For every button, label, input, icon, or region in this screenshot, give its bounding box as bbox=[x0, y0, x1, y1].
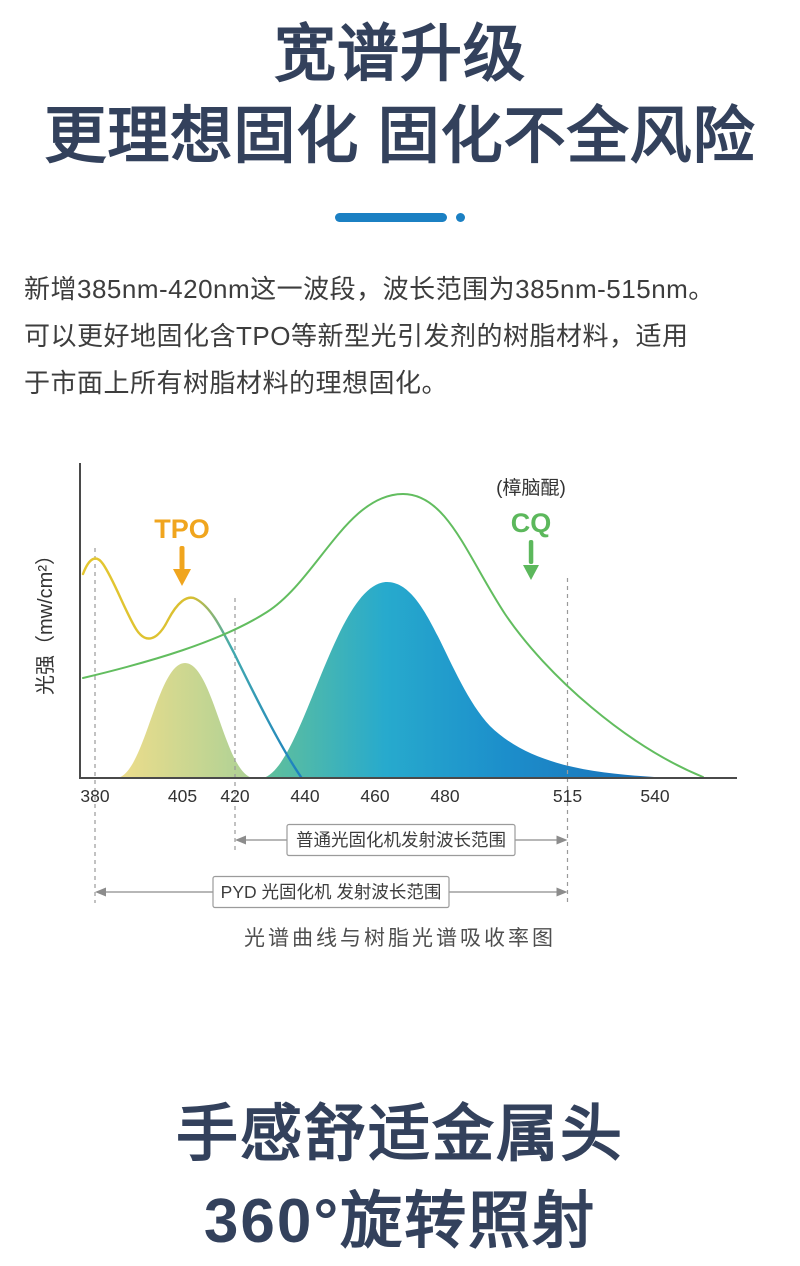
x-tick-440: 440 bbox=[290, 786, 319, 806]
description-line: 于市面上所有树脂材料的理想固化。 bbox=[24, 367, 449, 398]
cq-down-arrow-icon bbox=[523, 540, 539, 581]
cq-note: (樟脑醌) bbox=[496, 477, 566, 499]
range-pyd-box bbox=[212, 876, 450, 909]
divider-dot bbox=[456, 212, 465, 222]
x-tick-labels: 380 405 420 440 460 480 515 540 bbox=[80, 786, 669, 806]
tpo-label: TPO bbox=[154, 514, 210, 544]
spectrum-chart: 光强（mw/cm²） 380 405 420 440 460 480 515 5… bbox=[0, 448, 800, 952]
footer-title-line1: 手感舒适金属头 bbox=[175, 1100, 624, 1170]
range-normal-box bbox=[286, 824, 516, 857]
product-detail-page: { "header": { "title_line1": "宽谱升级", "ti… bbox=[0, 14, 800, 1263]
x-tick-420: 420 bbox=[220, 786, 249, 806]
pyd-small-peak-fill bbox=[117, 663, 253, 779]
x-tick-540: 540 bbox=[640, 786, 669, 806]
spectrum-chart-svg: 光强（mw/cm²） 380 405 420 440 460 480 515 5… bbox=[35, 463, 737, 909]
tpo-down-arrow-icon bbox=[173, 546, 191, 587]
footer-section: 手感舒适金属头 360°旋转照射 bbox=[0, 1092, 800, 1266]
header-section: 宽谱升级 更理想固化 固化不全风险 新增385nm-420nm这一波段，波长范围… bbox=[0, 14, 800, 406]
range-pyd-annotation: PYD 光固化机 发射波长范围 bbox=[95, 876, 568, 909]
page-title-line1: 宽谱升级 bbox=[273, 20, 526, 89]
range-normal-label: 普通光固化机发射波长范围 bbox=[296, 830, 506, 850]
divider-bar bbox=[335, 212, 447, 222]
range-normal-annotation: 普通光固化机发射波长范围 bbox=[235, 824, 568, 857]
x-tick-405: 405 bbox=[168, 786, 197, 806]
cq-absorption-curve bbox=[82, 493, 704, 779]
x-tick-515: 515 bbox=[553, 786, 582, 806]
dashed-guide-lines bbox=[94, 548, 569, 904]
range-pyd-label: PYD 光固化机 发射波长范围 bbox=[221, 882, 442, 902]
description-text: 新增385nm-420nm这一波段，波长范围为385nm-515nm。 可以更好… bbox=[24, 266, 776, 406]
page-title-line2: 更理想固化 固化不全风险 bbox=[44, 102, 756, 172]
x-tick-460: 460 bbox=[360, 786, 389, 806]
y-axis-label: 光强（mw/cm²） bbox=[35, 545, 57, 695]
chart-caption: 光谱曲线与树脂光谱吸收率图 bbox=[244, 927, 556, 951]
tpo-absorption-curve bbox=[81, 557, 303, 779]
footer-title-line2: 360°旋转照射 bbox=[203, 1187, 597, 1257]
chart-axes bbox=[79, 463, 737, 780]
description-line: 可以更好地固化含TPO等新型光引发剂的树脂材料，适用 bbox=[24, 320, 689, 351]
x-tick-380: 380 bbox=[80, 786, 109, 806]
title-divider bbox=[0, 212, 800, 222]
x-tick-480: 480 bbox=[430, 786, 459, 806]
pyd-big-peak-fill bbox=[263, 582, 670, 779]
description-line: 新增385nm-420nm这一波段，波长范围为385nm-515nm。 bbox=[24, 273, 715, 304]
cq-label: CQ bbox=[511, 508, 552, 538]
